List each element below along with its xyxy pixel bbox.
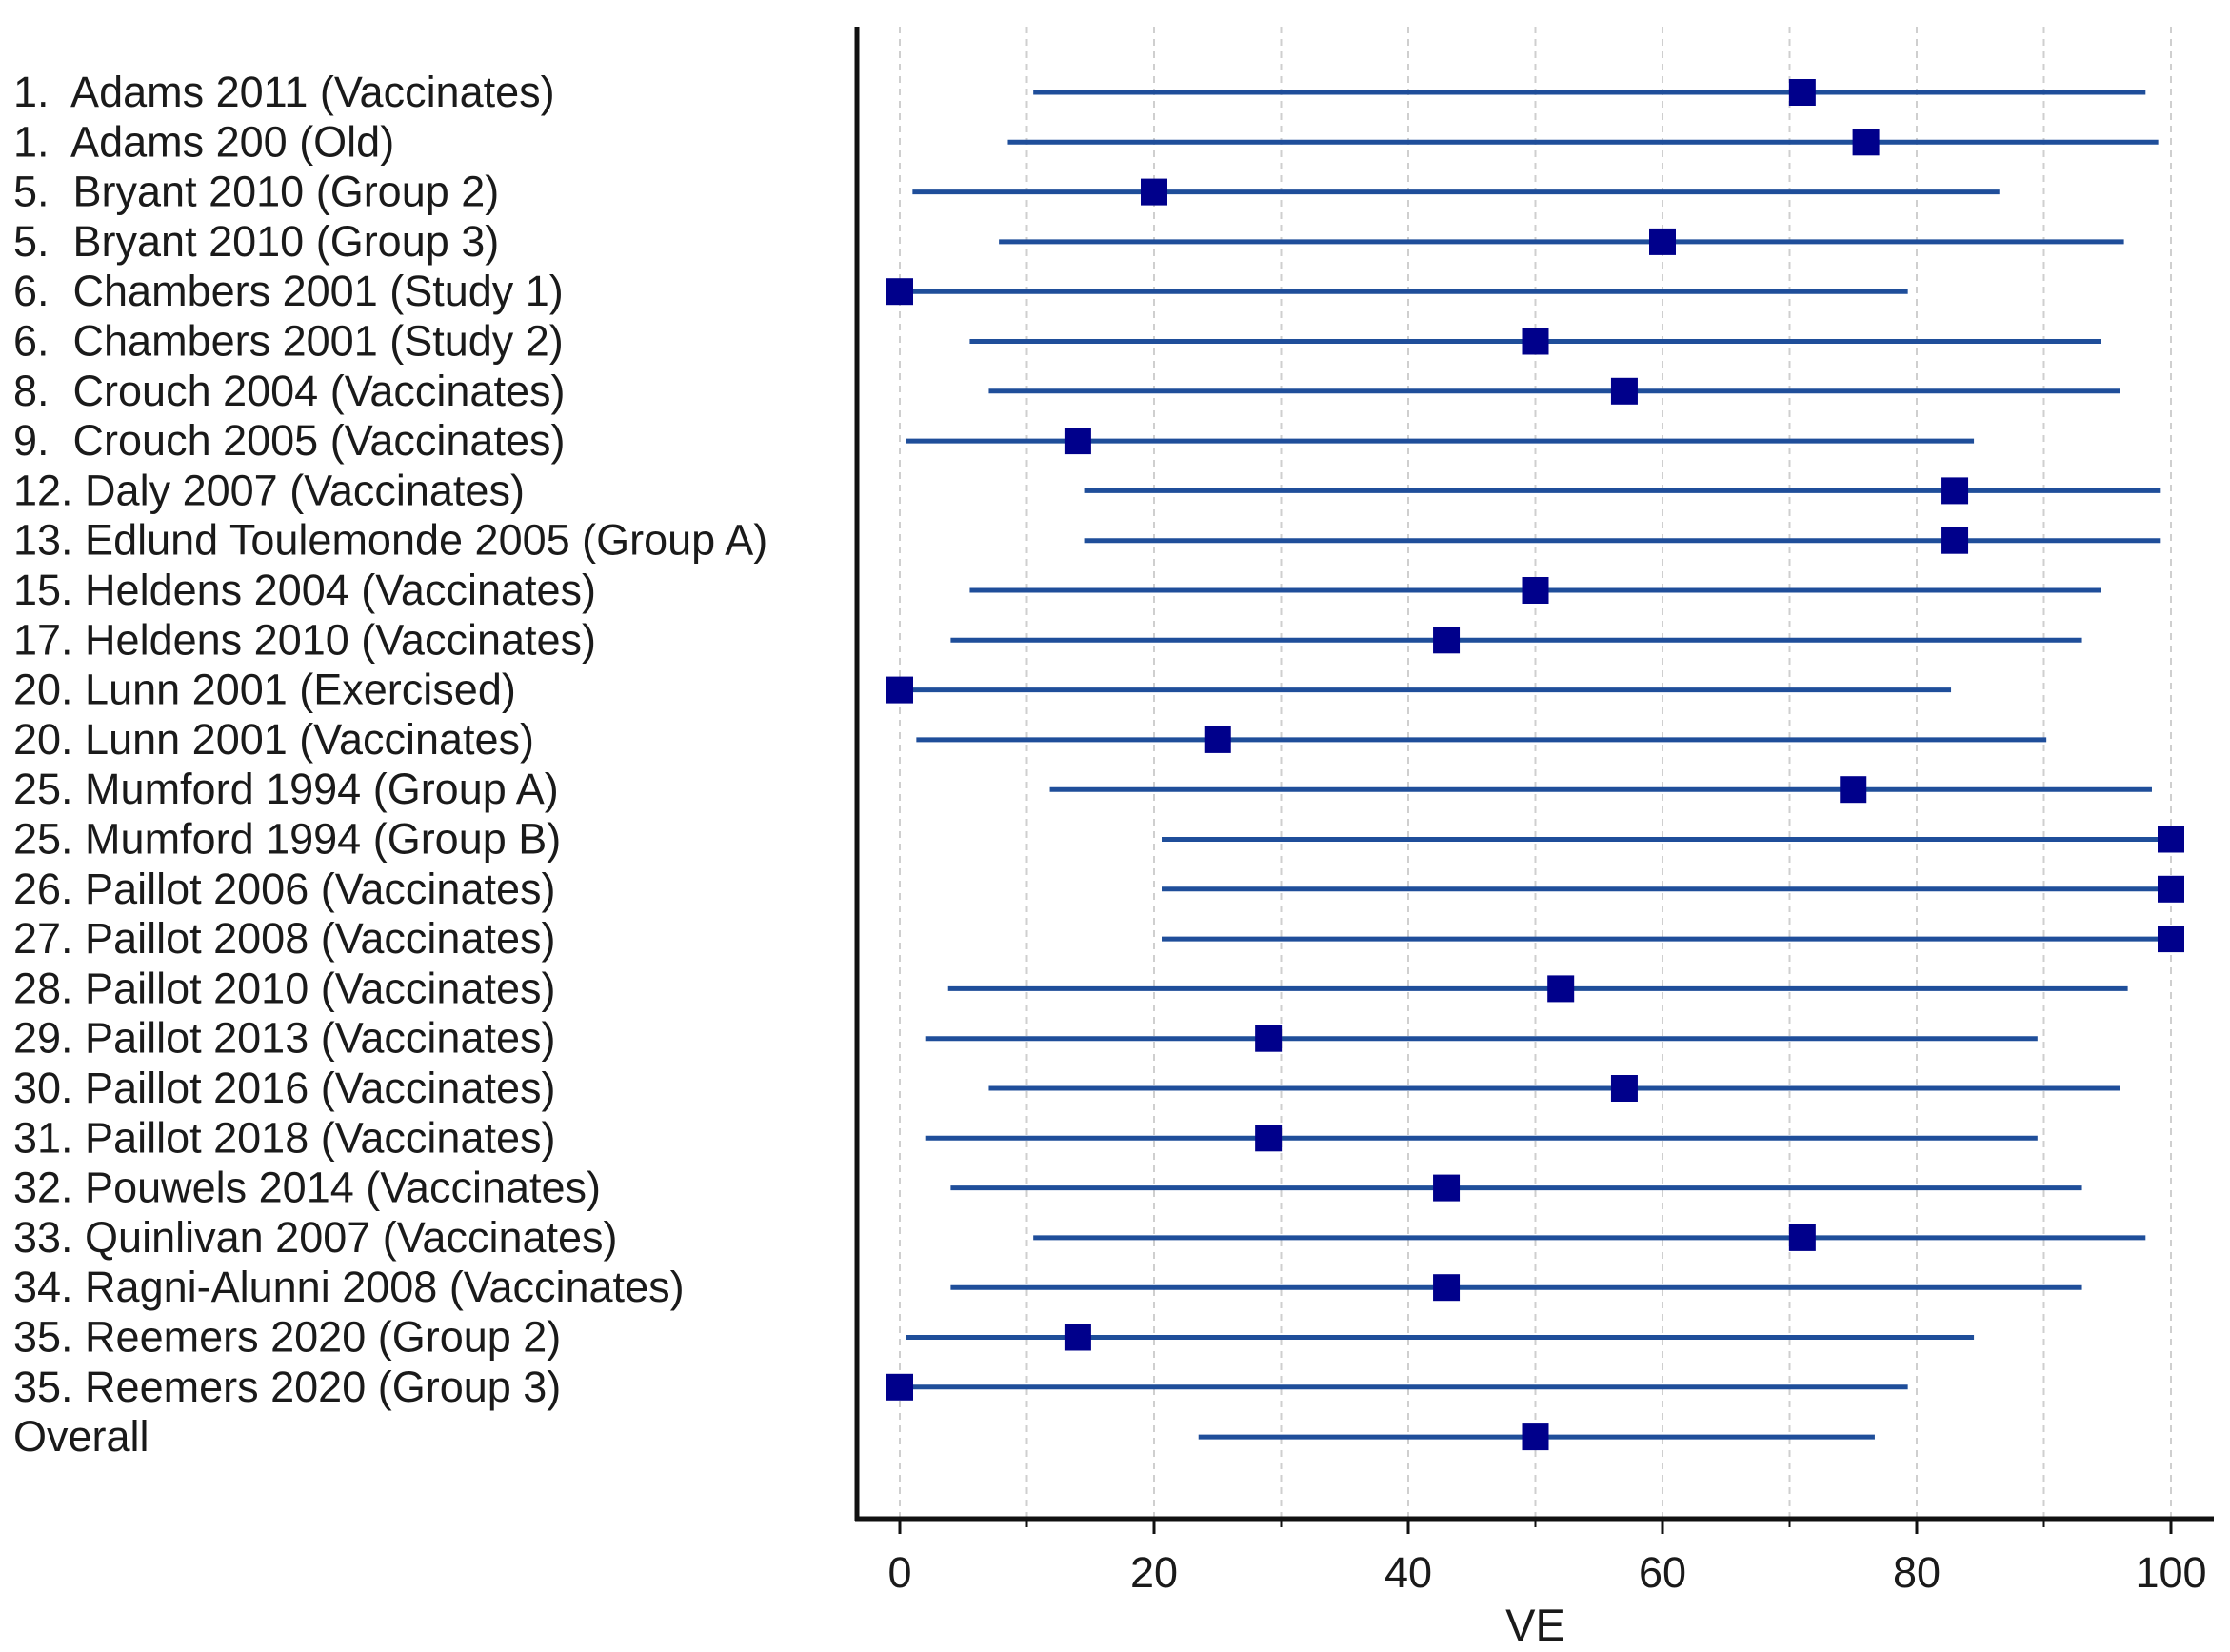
x-tick-label: 60 bbox=[1639, 1548, 1686, 1597]
axes: 0 20 40 60 80 100 VE bbox=[854, 27, 2214, 1650]
study-label: 28. Paillot 2010 (Vaccinates) bbox=[13, 964, 556, 1012]
estimate-marker bbox=[1788, 1224, 1816, 1251]
x-tick-label: 20 bbox=[1130, 1548, 1178, 1597]
estimate-marker bbox=[1064, 428, 1091, 455]
study-labels: 1. Adams 2011 (Vaccinates)1. Adams 200 (… bbox=[13, 68, 767, 1461]
estimate-marker bbox=[1255, 1025, 1283, 1052]
study-label: Overall bbox=[13, 1412, 149, 1461]
study-label: 6. Chambers 2001 (Study 2) bbox=[13, 317, 564, 366]
study-label: 15. Heldens 2004 (Vaccinates) bbox=[13, 566, 596, 614]
study-label: 30. Paillot 2016 (Vaccinates) bbox=[13, 1064, 556, 1112]
study-label: 35. Reemers 2020 (Group 2) bbox=[13, 1313, 561, 1362]
estimate-marker bbox=[1522, 577, 1549, 604]
study-label: 12. Daly 2007 (Vaccinates) bbox=[13, 466, 525, 514]
study-label: 25. Mumford 1994 (Group B) bbox=[13, 815, 561, 864]
study-label: 13. Edlund Toulemonde 2005 (Group A) bbox=[13, 516, 767, 565]
estimate-marker bbox=[1064, 1324, 1091, 1351]
study-label: 35. Reemers 2020 (Group 3) bbox=[13, 1363, 561, 1411]
study-label: 27. Paillot 2008 (Vaccinates) bbox=[13, 914, 556, 963]
estimate-marker bbox=[1610, 1075, 1638, 1102]
study-label: 6. Chambers 2001 (Study 1) bbox=[13, 267, 564, 315]
study-label: 26. Paillot 2006 (Vaccinates) bbox=[13, 865, 556, 913]
estimate-marker bbox=[1840, 776, 1867, 804]
x-tick-label: 80 bbox=[1893, 1548, 1941, 1597]
estimate-marker bbox=[886, 676, 913, 704]
study-label: 5. Bryant 2010 (Group 3) bbox=[13, 217, 499, 266]
estimate-marker bbox=[2158, 826, 2184, 853]
estimate-marker bbox=[1941, 477, 1969, 505]
estimate-marker bbox=[1788, 79, 1816, 106]
study-label: 20. Lunn 2001 (Exercised) bbox=[13, 666, 516, 714]
x-tick-label: 0 bbox=[887, 1548, 911, 1597]
estimate-marker bbox=[1433, 1174, 1461, 1202]
point-estimates bbox=[886, 79, 2184, 1451]
study-label: 29. Paillot 2013 (Vaccinates) bbox=[13, 1014, 556, 1063]
estimate-marker bbox=[1204, 726, 1231, 753]
estimate-marker bbox=[1433, 1274, 1461, 1302]
study-label: 1. Adams 2011 (Vaccinates) bbox=[13, 68, 555, 116]
estimate-marker bbox=[1522, 1423, 1549, 1451]
x-tick-label: 40 bbox=[1384, 1548, 1432, 1597]
study-label: 20. Lunn 2001 (Vaccinates) bbox=[13, 715, 534, 764]
x-axis-title: VE bbox=[1505, 1600, 1565, 1650]
confidence-intervals bbox=[900, 90, 2171, 1440]
estimate-marker bbox=[1649, 228, 1676, 255]
estimate-marker bbox=[1852, 129, 1880, 156]
study-label: 8. Crouch 2004 (Vaccinates) bbox=[13, 367, 565, 415]
estimate-marker bbox=[886, 278, 913, 306]
study-label: 17. Heldens 2010 (Vaccinates) bbox=[13, 615, 596, 664]
estimate-marker bbox=[1255, 1125, 1283, 1152]
study-label: 9. Crouch 2005 (Vaccinates) bbox=[13, 416, 565, 465]
x-axis-ticks: 0 20 40 60 80 100 bbox=[887, 1519, 2207, 1597]
study-label: 1. Adams 200 (Old) bbox=[13, 117, 394, 166]
estimate-marker bbox=[1522, 328, 1549, 355]
estimate-marker bbox=[886, 1373, 913, 1401]
x-tick-label: 100 bbox=[2135, 1548, 2206, 1597]
estimate-marker bbox=[1141, 178, 1167, 206]
estimate-marker bbox=[1610, 377, 1638, 405]
study-label: 33. Quinlivan 2007 (Vaccinates) bbox=[13, 1213, 618, 1262]
estimate-marker bbox=[1941, 527, 1969, 554]
study-label: 34. Ragni-Alunni 2008 (Vaccinates) bbox=[13, 1263, 685, 1311]
estimate-marker bbox=[2158, 875, 2184, 903]
grid-lines bbox=[899, 27, 2172, 1519]
estimate-marker bbox=[1547, 975, 1575, 1003]
study-label: 32. Pouwels 2014 (Vaccinates) bbox=[13, 1164, 601, 1212]
estimate-marker bbox=[1433, 627, 1461, 654]
study-label: 25. Mumford 1994 (Group A) bbox=[13, 765, 559, 813]
study-label: 31. Paillot 2018 (Vaccinates) bbox=[13, 1113, 556, 1162]
estimate-marker bbox=[2158, 926, 2184, 953]
study-label: 5. Bryant 2010 (Group 2) bbox=[13, 168, 499, 216]
